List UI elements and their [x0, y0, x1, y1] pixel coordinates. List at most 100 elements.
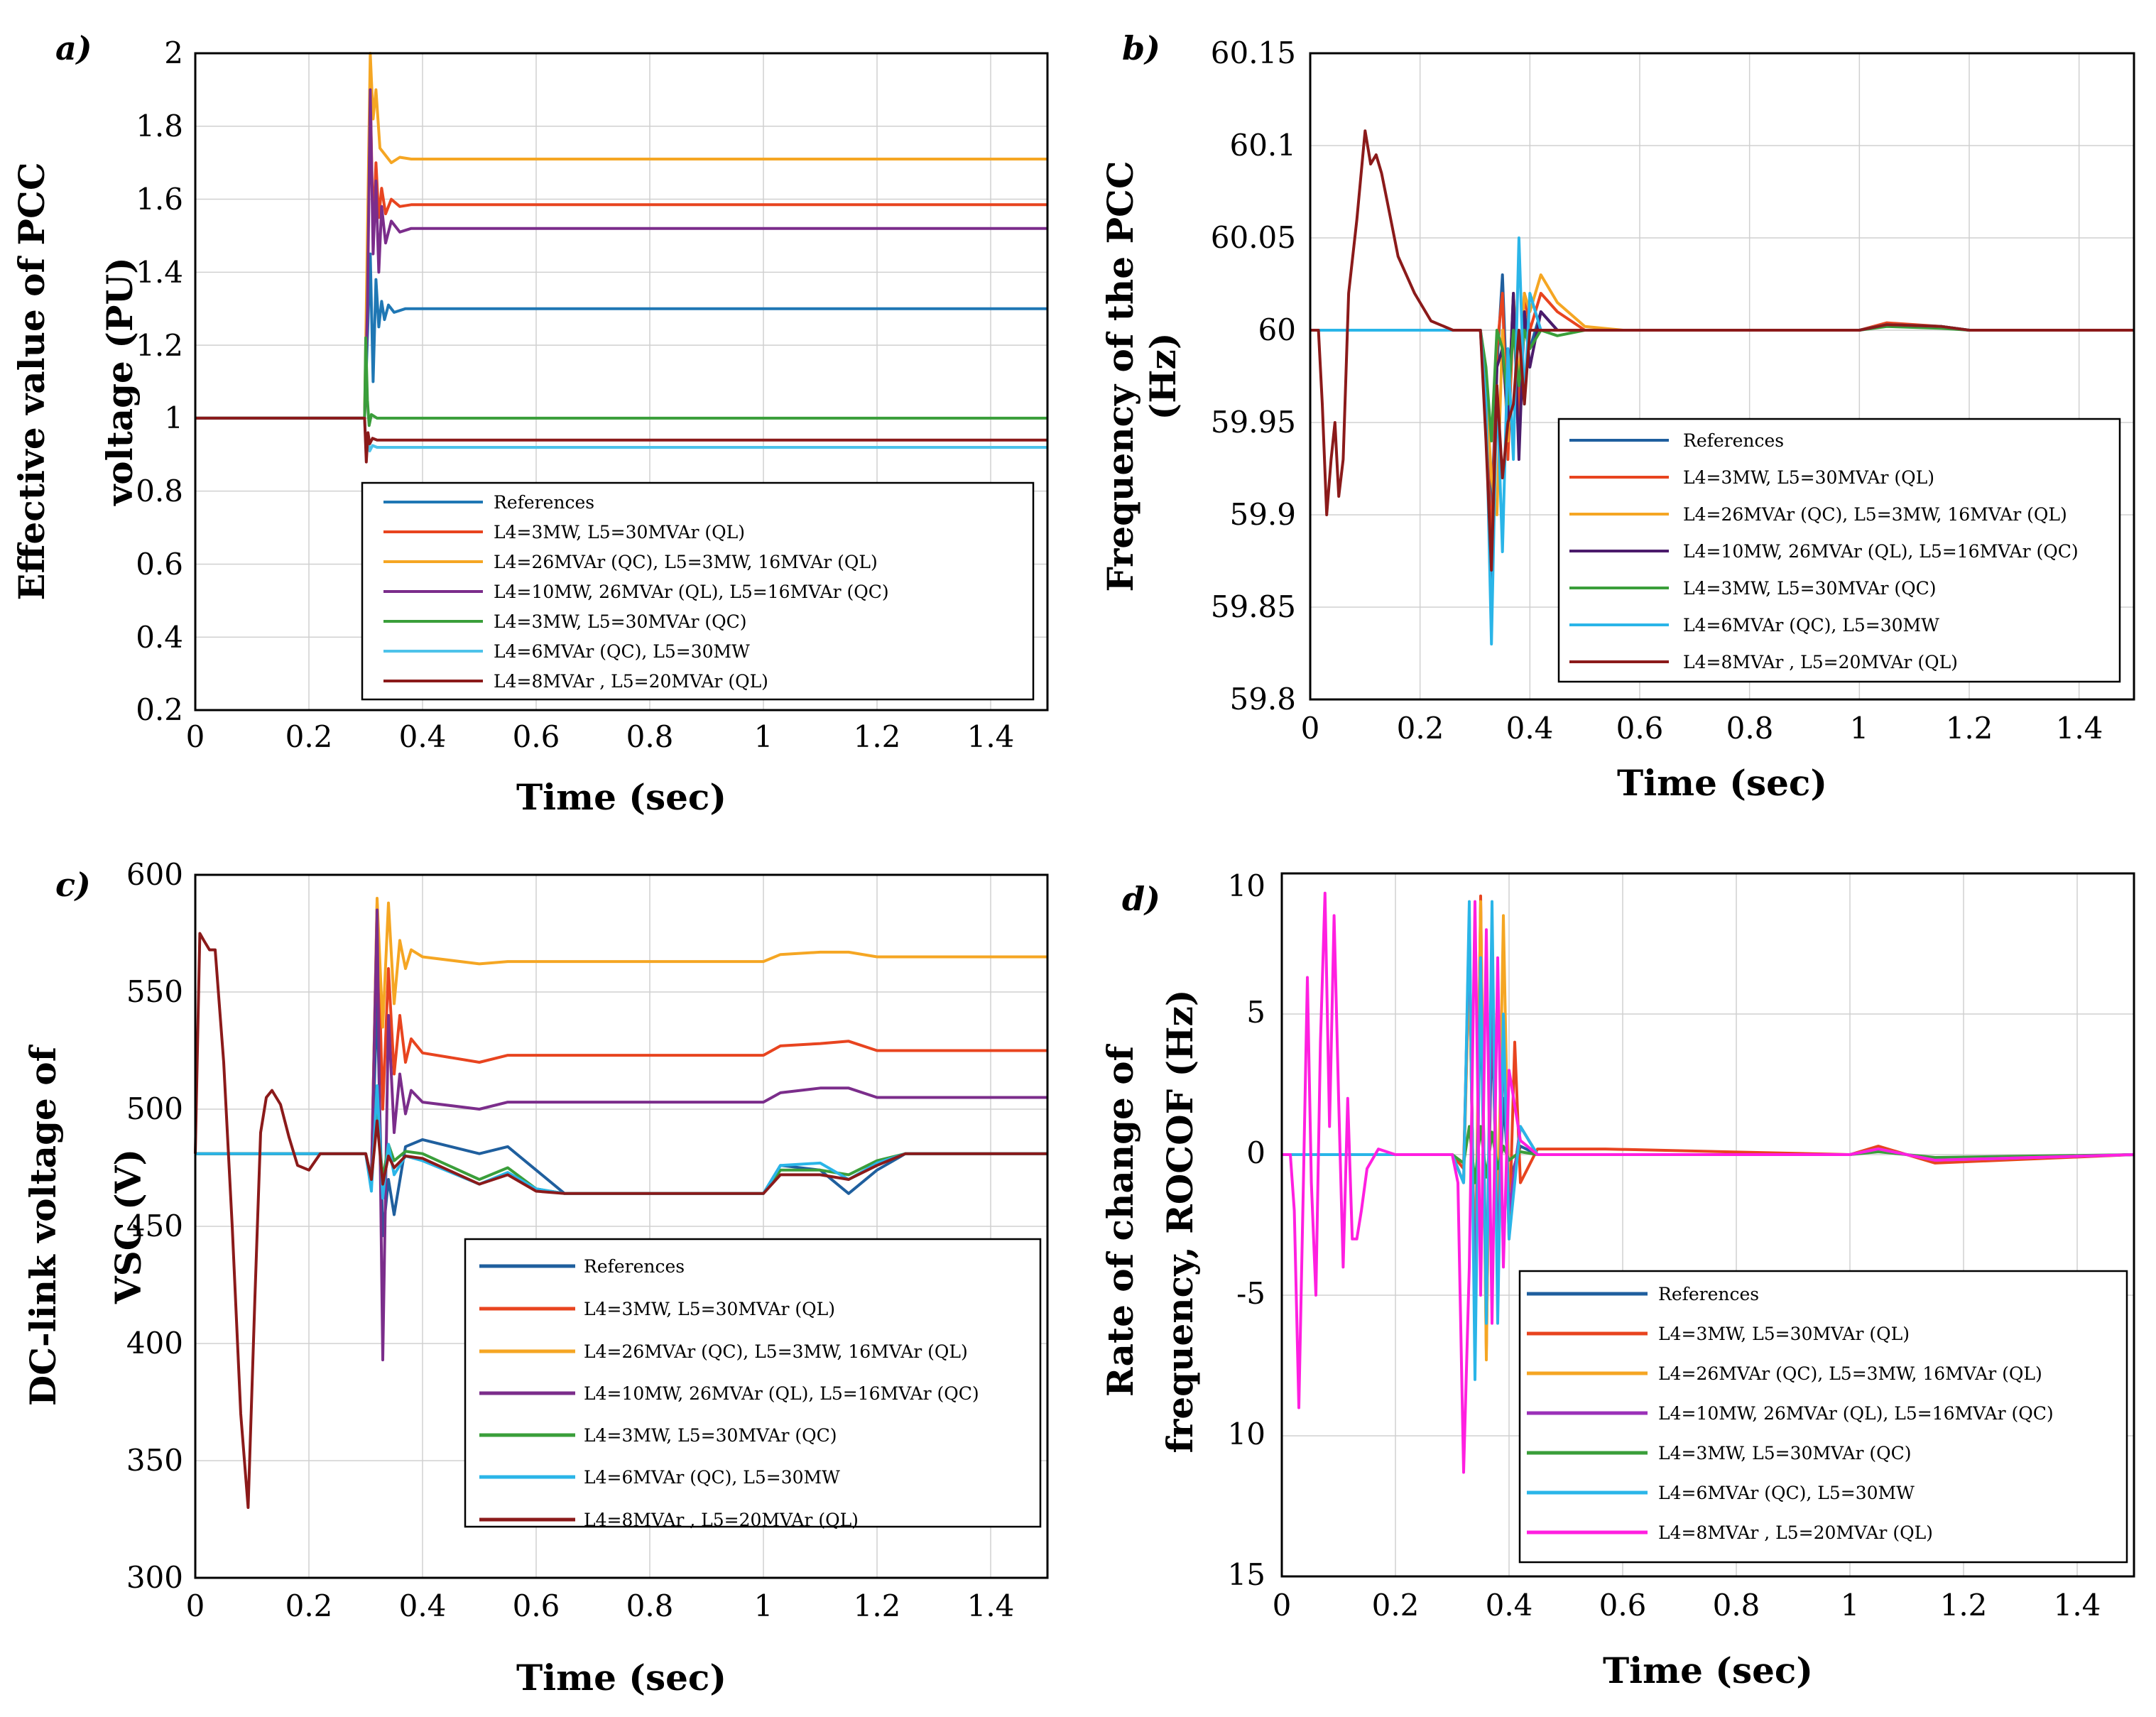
panel-a-ylabel-line1: Effective value of PCC — [11, 162, 53, 600]
panel-a-legend-entry: L4=3MW, L5=30MVAr (QL) — [494, 522, 745, 543]
panel-d-legend-entry: L4=3MW, L5=30MVAr (QC) — [1658, 1443, 1911, 1463]
panel-d-ylabel-line2: frequency, ROCOF (Hz) — [1159, 990, 1201, 1454]
panel-d-lines — [1282, 891, 2135, 1474]
panel-b-ytick: 59.9 — [1229, 497, 1296, 532]
panel-c-legend-entry: L4=6MVAr (QC), L5=30MW — [584, 1467, 840, 1488]
panel-a-ytick: 2 — [164, 36, 183, 70]
panel-c-xticks: 0 0.2 0.4 0.6 0.8 1 1.2 1.4 — [186, 1588, 1015, 1623]
panel-b-legend-entry: L4=10MW, 26MVAr (QL), L5=16MVAr (QC) — [1683, 541, 2079, 562]
panel-a-ytick: 1.6 — [136, 182, 183, 217]
panel-d-xtick: 0.6 — [1599, 1588, 1647, 1623]
panel-d-ylabel: Rate of change of frequency, ROCOF (Hz) — [1099, 990, 1201, 1454]
panel-c-xtick: 0.2 — [285, 1588, 333, 1623]
panel-a-series-line-5 — [195, 416, 1047, 457]
panel-d-legend-entry: L4=6MVAr (QC), L5=30MW — [1658, 1483, 1915, 1503]
panel-c-ytick: 600 — [126, 857, 183, 892]
panel-d-xtick: 0.4 — [1486, 1588, 1533, 1623]
panel-c-legend-entry: L4=8MVAr , L5=20MVAr (QL) — [584, 1510, 859, 1530]
panel-b-legend-entry: L4=6MVAr (QC), L5=30MW — [1683, 615, 1939, 636]
panel-d-xtick: 1 — [1841, 1588, 1860, 1623]
panel-c-series-line-4 — [195, 1108, 1047, 1195]
panel-b-xtick: 0.6 — [1616, 711, 1664, 746]
panel-a-series-line-2 — [195, 52, 1047, 420]
panel-b-ytick: 60.15 — [1211, 36, 1296, 70]
panel-b-legend-entry: L4=8MVAr , L5=20MVAr (QL) — [1683, 652, 1958, 672]
panel-a-ytick: 0.8 — [136, 474, 183, 508]
panel-d-label: d) — [1122, 880, 1160, 918]
panel-c-xtick: 1 — [754, 1588, 773, 1623]
panel-c-ytick: 450 — [126, 1209, 183, 1243]
panel-c-legend-entry: L4=3MW, L5=30MVAr (QL) — [584, 1299, 835, 1319]
panel-c-ytick: 400 — [126, 1326, 183, 1361]
panel-c-legend-entry: L4=3MW, L5=30MVAr (QC) — [584, 1425, 837, 1446]
panel-b-xtick: 0.8 — [1726, 711, 1774, 746]
panel-c-series-line-1 — [195, 901, 1047, 1181]
panel-a-legend-entry: L4=26MVAr (QC), L5=3MW, 16MVAr (QL) — [494, 552, 878, 572]
panel-b-ylabel-line2: (Hz) — [1142, 333, 1184, 420]
panel-d-xticks: 0 0.2 0.4 0.6 0.8 1 1.2 1.4 — [1273, 1588, 2101, 1623]
panel-d-xlabel: Time (sec) — [1603, 1650, 1813, 1691]
panel-a-xtick: 0.6 — [513, 719, 560, 754]
panel-d-legend-entry: References — [1658, 1284, 1759, 1304]
panel-d-legend-box — [1518, 1270, 2128, 1564]
panel-c-label: c) — [55, 866, 91, 904]
panel-a-xlabel: Time (sec) — [516, 776, 726, 818]
panel-d-ytick: 5 — [1246, 995, 1265, 1030]
panel-b-xtick: 1.4 — [2056, 711, 2103, 746]
panel-c-legend: References L4=3MW, L5=30MVAr (QL) L4=26M… — [464, 1238, 1042, 1530]
panel-d-xtick: 0.2 — [1372, 1588, 1420, 1623]
panel-a-xtick: 0.4 — [399, 719, 447, 754]
panel-a-series-line-6 — [195, 416, 1047, 464]
panel-a-yticks: 0.2 0.4 0.6 0.8 1 1.2 1.4 1.6 1.8 2 — [136, 36, 183, 727]
panel-b-ytick: 59.8 — [1229, 682, 1296, 716]
panel-c-lines — [194, 897, 1047, 1509]
panel-a-series-line-1 — [195, 88, 1047, 420]
panel-a-series-line-4 — [195, 336, 1047, 427]
panel-d: d) 15 10 -5 0 5 10 0 0.2 0.4 0.6 0.8 1 1… — [1099, 868, 2135, 1691]
panel-a-xtick: 1.4 — [967, 719, 1015, 754]
panel-c-legend-entry: L4=10MW, 26MVAr (QL), L5=16MVAr (QC) — [584, 1383, 979, 1404]
panel-a-xtick: 0.2 — [285, 719, 333, 754]
panel-d-yticks: 15 10 -5 0 5 10 — [1228, 868, 1265, 1592]
panel-b-ytick: 59.95 — [1211, 405, 1296, 440]
panel-d-ytick: 10 — [1228, 1417, 1265, 1451]
panel-c-ytick: 350 — [126, 1443, 183, 1478]
panel-c-xlabel: Time (sec) — [516, 1657, 726, 1699]
panel-c-series-line-2 — [195, 897, 1047, 1181]
panel-a-lines — [195, 52, 1047, 464]
panel-b-lines — [1310, 129, 2134, 645]
panel-a-legend-entry: L4=10MW, 26MVAr (QL), L5=16MVAr (QC) — [494, 582, 889, 602]
panel-c-yticks: 300 350 400 450 500 550 600 — [126, 857, 183, 1595]
panel-a-xtick: 1 — [754, 719, 773, 754]
panel-d-series-line-0 — [1282, 956, 2135, 1311]
panel-d-xtick: 0 — [1273, 1588, 1292, 1623]
panel-a: a) 0.2 0.4 0.6 0.8 1 1.2 1.4 1.6 1.8 2 0… — [11, 29, 1049, 818]
panel-c-ytick: 500 — [126, 1091, 183, 1126]
panel-c-ytick: 300 — [126, 1560, 183, 1595]
panel-a-legend-entry: L4=8MVAr , L5=20MVAr (QL) — [494, 671, 768, 692]
panel-d-ytick: 0 — [1246, 1135, 1265, 1170]
panel-b: b) 59.8 59.85 59.9 59.95 60 60.05 60.1 6… — [1099, 29, 2135, 804]
panel-c: c) 300 350 400 450 500 550 600 0 0.2 0.4… — [22, 857, 1049, 1699]
panel-d-series-line-3 — [1282, 914, 2135, 1325]
panel-c-series-line-3 — [195, 908, 1047, 1362]
panel-c-xtick: 0.8 — [626, 1588, 674, 1623]
panel-d-legend-entry: L4=26MVAr (QC), L5=3MW, 16MVAr (QL) — [1658, 1363, 2042, 1384]
panel-a-frame — [194, 52, 1049, 712]
panel-b-legend-entry: L4=3MW, L5=30MVAr (QC) — [1683, 578, 1936, 599]
panel-a-ytick: 1.4 — [136, 255, 183, 290]
panel-b-ylabel-line1: Frequency of the PCC — [1099, 160, 1141, 592]
panel-c-series-line-0 — [195, 995, 1047, 1238]
panel-c-frame — [194, 873, 1049, 1579]
panel-a-xtick: 0 — [186, 719, 205, 754]
panel-c-xtick: 1.2 — [854, 1588, 901, 1623]
panel-a-legend-entry: References — [494, 492, 594, 513]
panel-c-ylabel-line1: DC-link voltage of — [22, 1044, 64, 1406]
panel-b-ytick: 60.05 — [1211, 220, 1296, 255]
panel-a-xtick: 1.2 — [854, 719, 901, 754]
panel-c-xtick: 0.4 — [399, 1588, 447, 1623]
panel-d-series-line-6 — [1282, 891, 2135, 1474]
panel-d-ylabel-line1: Rate of change of — [1099, 1043, 1141, 1397]
panel-a-ytick: 0.2 — [136, 692, 183, 727]
